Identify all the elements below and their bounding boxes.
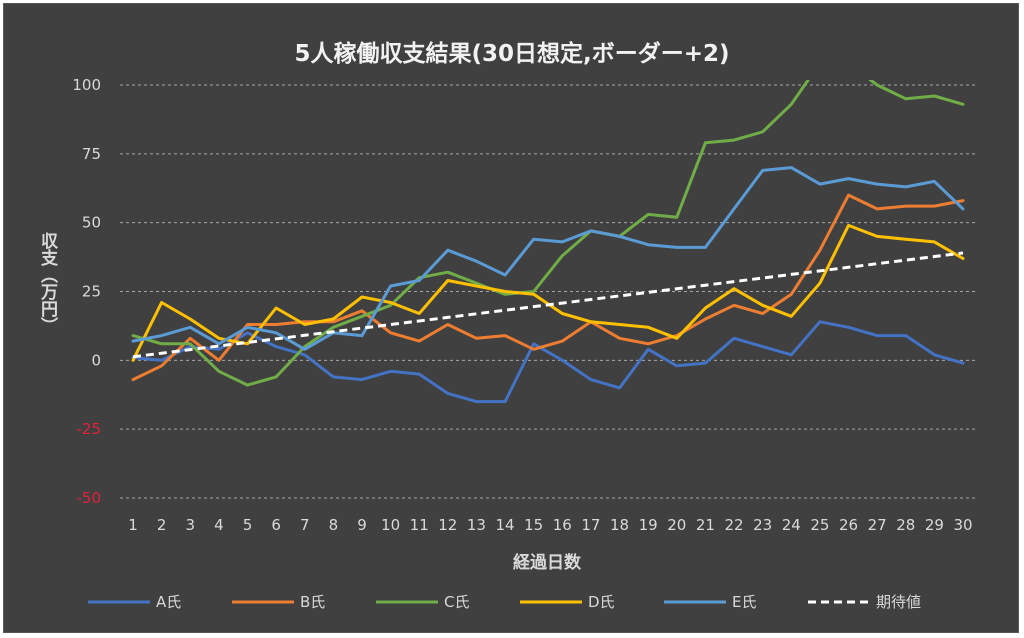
chart-frame: 5人稼働収支結果(30日想定,ボーダー+2) 収支（万円） — [3, 3, 1019, 633]
x-tick-label: 23 — [753, 516, 772, 534]
x-tick-label: 22 — [724, 516, 743, 534]
y-tick-label: 50 — [82, 214, 101, 232]
x-tick-label: 10 — [381, 516, 400, 534]
x-tick-label: 21 — [696, 516, 715, 534]
x-tick-label: 1 — [128, 516, 138, 534]
x-tick-label: 26 — [839, 516, 858, 534]
series-line-5 — [131, 166, 965, 351]
x-tick-label: 11 — [410, 516, 429, 534]
series-lines — [131, 80, 965, 404]
x-tick-label: 24 — [782, 516, 801, 534]
series-line-3 — [131, 80, 965, 387]
x-tick-label: 9 — [357, 516, 367, 534]
x-tick-label: 29 — [925, 516, 944, 534]
x-tick-label: 3 — [185, 516, 195, 534]
x-tick-label: 25 — [810, 516, 829, 534]
series-line-2 — [131, 193, 965, 382]
x-tick-label: 12 — [438, 516, 457, 534]
legend-label: 期待値 — [876, 593, 921, 611]
y-tick-label: -50 — [77, 489, 102, 507]
x-tick-label: 14 — [496, 516, 515, 534]
x-tick-label: 30 — [953, 516, 972, 534]
x-tick-label: 15 — [524, 516, 543, 534]
gridlines — [120, 84, 975, 499]
y-tick-label: 75 — [82, 145, 101, 163]
series-line-6 — [132, 251, 964, 359]
x-tick-label: 19 — [639, 516, 658, 534]
x-tick-label: 16 — [553, 516, 572, 534]
legend-label: B氏 — [300, 593, 325, 611]
series-line-4 — [131, 223, 965, 362]
y-tick-label: 0 — [91, 351, 101, 369]
series-line-1 — [131, 320, 965, 404]
x-tick-label: 8 — [329, 516, 339, 534]
legend-label: C氏 — [444, 593, 469, 611]
x-tick-label: 5 — [243, 516, 253, 534]
x-tick-label: 2 — [157, 516, 167, 534]
legend-label: E氏 — [732, 593, 756, 611]
y-tick-label: 25 — [82, 283, 101, 301]
x-tick-label: 13 — [467, 516, 486, 534]
x-tick-label: 6 — [271, 516, 281, 534]
x-tick-label: 7 — [300, 516, 310, 534]
x-axis-label: 経過日数 — [513, 552, 582, 573]
legend-label: D氏 — [588, 593, 615, 611]
x-tick-label: 17 — [581, 516, 600, 534]
x-tick-label: 4 — [214, 516, 224, 534]
y-tick-label: -25 — [77, 420, 102, 438]
x-tick-label: 27 — [868, 516, 887, 534]
y-axis-ticks: 100 75 50 25 0 -25 -50 — [72, 76, 101, 507]
x-tick-label: 28 — [896, 516, 915, 534]
x-tick-label: 18 — [610, 516, 629, 534]
legend-label: A氏 — [156, 593, 181, 611]
y-axis-label: 収支（万円） — [37, 232, 57, 334]
chart-title: 5人稼働収支結果(30日想定,ボーダー+2) — [294, 41, 730, 67]
x-tick-label: 20 — [667, 516, 686, 534]
x-axis-ticks: 1 2 3 4 5 6 7 8 9 10 11 12 13 14 15 16 17 18 19 20 21 22 23 24 2… — [128, 516, 972, 534]
legend: A氏 B氏 C氏 D氏 E氏 期待値 — [88, 593, 921, 611]
y-tick-label: 100 — [72, 76, 101, 94]
